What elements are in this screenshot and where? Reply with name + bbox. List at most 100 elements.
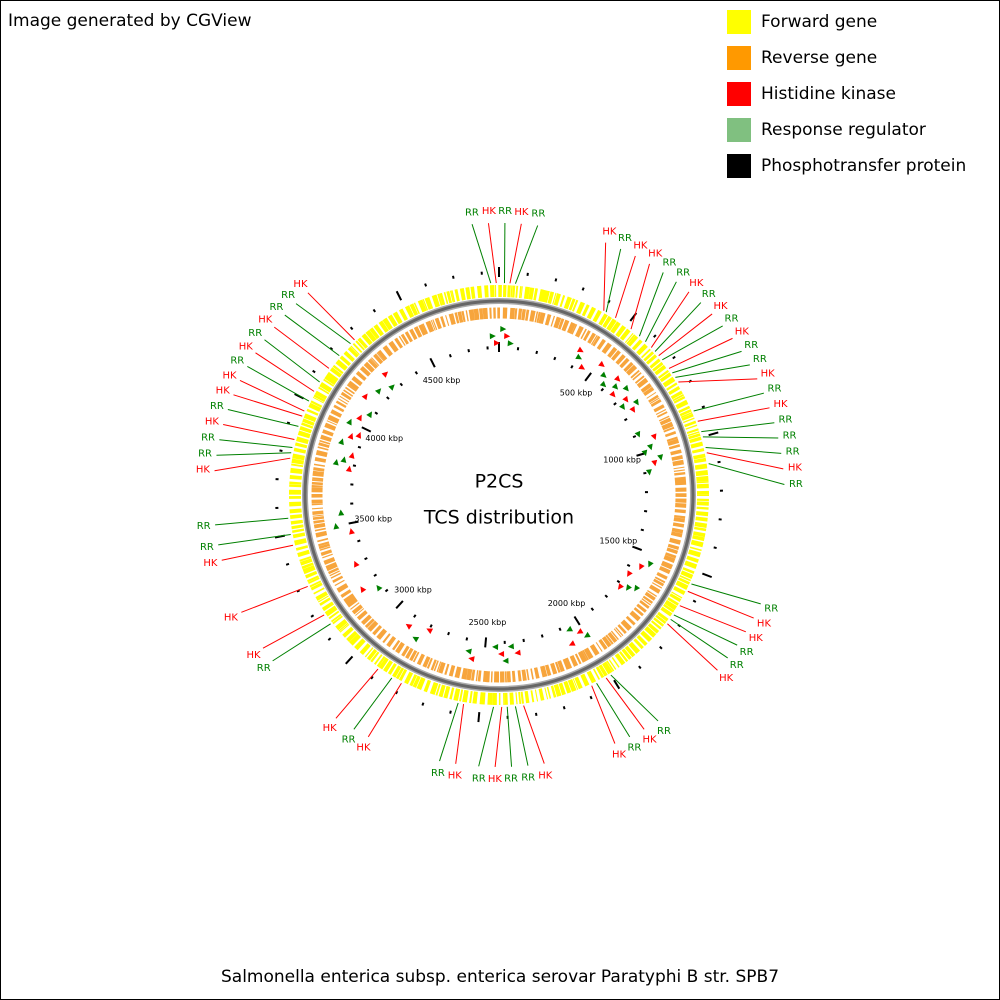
feature-callout [591, 685, 616, 744]
feature-callout [455, 703, 465, 764]
feature-callout [218, 534, 291, 546]
feature-label: RR [783, 430, 797, 441]
minor-tick [604, 594, 609, 598]
outer-minor-tick [562, 706, 566, 710]
feature-marker [599, 380, 607, 388]
legend-swatch [727, 10, 751, 34]
legend-label: Phosphotransfer protein [761, 156, 966, 176]
feature-label: RR [657, 726, 671, 737]
feature-marker [493, 340, 501, 347]
feature-callout [697, 407, 770, 422]
feature-marker [388, 384, 395, 391]
minor-tick [613, 402, 617, 406]
outer-minor-tick [312, 369, 316, 374]
minor-tick [357, 445, 362, 449]
feature-label: RR [472, 773, 486, 784]
feature-callout [272, 623, 331, 662]
feature-callout [687, 590, 754, 619]
feature-callout [603, 242, 607, 311]
minor-tick [522, 638, 525, 643]
feature-label: HK [633, 240, 648, 251]
feature-callout [216, 452, 292, 456]
feature-marker [468, 656, 475, 663]
feature-label: RR [662, 258, 676, 269]
feature-marker [566, 625, 574, 632]
feature-marker [651, 459, 658, 467]
major-tick [361, 426, 372, 433]
feature-marker [645, 469, 652, 476]
minor-tick [373, 573, 378, 577]
feature-marker [648, 560, 654, 568]
feature-callout [708, 463, 785, 486]
feature-callout [478, 706, 495, 767]
major-tick [395, 600, 404, 609]
feature-callout [693, 392, 764, 412]
feature-callout [439, 702, 459, 762]
outer-minor-tick [285, 562, 290, 566]
feature-label: RR [465, 207, 479, 218]
feature-marker [611, 383, 619, 390]
feature-callout [215, 517, 289, 526]
feature-label: RR [201, 432, 215, 443]
feature-label: HK [773, 399, 788, 410]
feature-marker [632, 398, 639, 406]
feature-marker [634, 584, 641, 592]
feature-callout [706, 452, 784, 470]
feature-marker [361, 393, 368, 401]
feature-label: RR [740, 647, 754, 658]
minor-tick [352, 464, 357, 467]
header-title: Image generated by CGView [8, 11, 252, 31]
tick-label: 500 kbp [560, 388, 593, 397]
feature-callout [227, 409, 299, 427]
minor-tick [632, 435, 637, 439]
feature-label: RR [786, 447, 800, 458]
feature-marker [332, 459, 339, 466]
feature-label: HK [293, 279, 308, 290]
feature-marker [498, 650, 505, 657]
feature-marker [657, 454, 664, 461]
major-tick [348, 520, 359, 525]
feature-label: HK [719, 673, 734, 684]
feature-marker [619, 403, 625, 410]
feature-label: HK [612, 750, 627, 761]
feature-callout [514, 225, 539, 284]
feature-callout [645, 281, 677, 342]
feature-marker [575, 353, 582, 360]
feature-label: RR [198, 448, 212, 459]
feature-marker [507, 340, 514, 347]
feature-marker [374, 388, 382, 395]
major-tick [429, 357, 436, 368]
feature-label: HK [714, 301, 729, 312]
feature-callout [219, 439, 293, 448]
feature-marker [492, 644, 499, 651]
feature-callout [353, 677, 393, 730]
feature-callout [471, 224, 492, 284]
feature-label: RR [753, 354, 767, 365]
feature-marker [465, 648, 472, 655]
feature-callout [702, 436, 779, 439]
minor-tick [386, 396, 390, 400]
outer-minor-tick [554, 278, 558, 282]
feature-label: HK [749, 633, 764, 644]
feature-callout [654, 302, 702, 352]
feature-label: HK [216, 385, 231, 396]
feature-marker [356, 414, 362, 422]
feature-marker [576, 346, 584, 353]
feature-callout [675, 364, 750, 378]
feature-marker [381, 371, 389, 378]
feature-marker [627, 570, 633, 577]
feature-label: HK [222, 370, 237, 381]
feature-callout [662, 325, 723, 361]
feature-label: HK [788, 463, 803, 474]
feature-callout [672, 350, 742, 374]
feature-marker [622, 384, 629, 392]
feature-marker [622, 395, 629, 403]
feature-marker [500, 325, 507, 332]
feature-marker [366, 411, 373, 419]
minor-tick [640, 528, 644, 532]
feature-callout [514, 706, 529, 766]
feature-callout [223, 424, 295, 440]
legend-label: Histidine kinase [761, 84, 896, 104]
feature-marker [641, 449, 648, 457]
outer-minor-tick [659, 645, 663, 650]
